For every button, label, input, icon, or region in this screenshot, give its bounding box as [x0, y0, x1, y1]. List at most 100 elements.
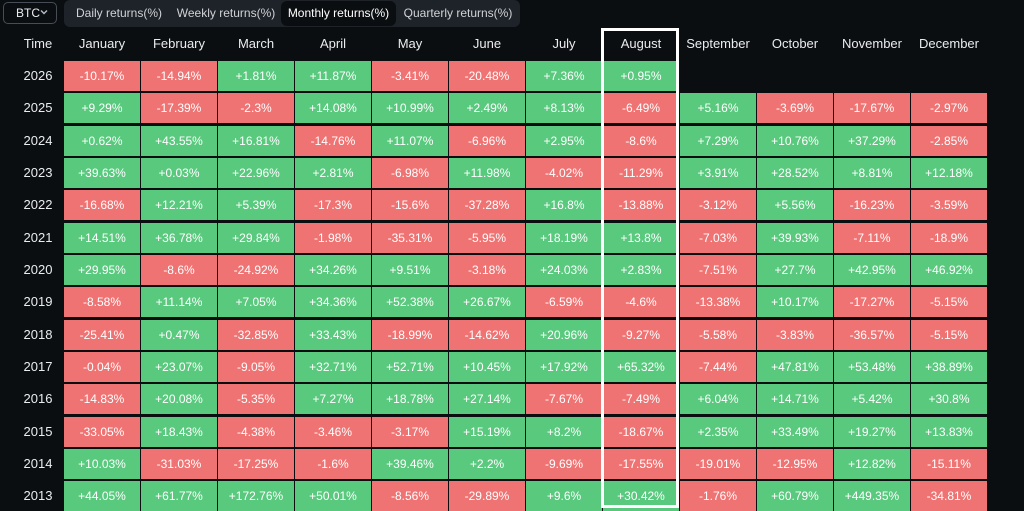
return-cell: +6.04%	[680, 384, 756, 414]
year-label: 2025	[23, 100, 53, 115]
return-cell: -4.6%	[603, 287, 679, 317]
coin-select[interactable]: BTC	[3, 2, 57, 24]
return-cell: +10.03%	[64, 449, 140, 479]
return-cell: +0.03%	[141, 158, 217, 188]
return-cell: +52.38%	[372, 287, 448, 317]
return-cell: -8.56%	[372, 481, 448, 511]
return-cell: +33.43%	[295, 320, 371, 350]
return-cell: -14.62%	[449, 320, 525, 350]
return-cell: +19.27%	[834, 417, 910, 447]
return-cell: +18.43%	[141, 417, 217, 447]
return-cell: -2.85%	[911, 126, 987, 156]
return-cell: +10.17%	[757, 287, 833, 317]
year-label: 2014	[23, 456, 53, 471]
tab-daily-returns[interactable]: Daily returns(%)	[75, 6, 162, 20]
return-cell: +2.83%	[603, 255, 679, 285]
return-cell: -1.98%	[295, 223, 371, 253]
return-cell: +9.29%	[64, 93, 140, 123]
return-cell: -7.67%	[526, 384, 602, 414]
return-cell: +7.27%	[295, 384, 371, 414]
tab-monthly-returns[interactable]: Monthly returns(%)	[281, 1, 396, 26]
return-cell: -17.39%	[141, 93, 217, 123]
return-cell: -6.59%	[526, 287, 602, 317]
return-cell: -3.83%	[757, 320, 833, 350]
return-cell: -4.38%	[218, 417, 294, 447]
return-cell: -9.69%	[526, 449, 602, 479]
return-cell: +172.76%	[218, 481, 294, 511]
return-cell: -9.27%	[603, 320, 679, 350]
return-cell: -6.98%	[372, 158, 448, 188]
toolbar: BTC Daily returns(%) Weekly returns(%) M…	[0, 0, 1024, 28]
return-cell: +0.47%	[141, 320, 217, 350]
return-cell: +60.79%	[757, 481, 833, 511]
return-cell: -8.6%	[141, 255, 217, 285]
return-cell: +7.05%	[218, 287, 294, 317]
return-cell: -3.41%	[372, 61, 448, 91]
return-cell: -7.51%	[680, 255, 756, 285]
return-cell: +20.96%	[526, 320, 602, 350]
tab-weekly-returns[interactable]: Weekly returns(%)	[176, 6, 276, 20]
return-cell: -17.27%	[834, 287, 910, 317]
year-label: 2026	[23, 68, 53, 83]
return-cell: +26.67%	[449, 287, 525, 317]
year-label: 2020	[23, 262, 53, 277]
month-header-november: November	[842, 36, 902, 51]
tab-quarterly-returns[interactable]: Quarterly returns(%)	[403, 6, 513, 20]
return-cell: +14.71%	[757, 384, 833, 414]
return-cell: -3.59%	[911, 190, 987, 220]
return-cell: -13.38%	[680, 287, 756, 317]
return-cell: -14.83%	[64, 384, 140, 414]
return-cell: -3.69%	[757, 93, 833, 123]
year-label: 2024	[23, 133, 53, 148]
return-cell: +9.51%	[372, 255, 448, 285]
return-cell: -7.03%	[680, 223, 756, 253]
return-cell: +36.78%	[141, 223, 217, 253]
return-cell: +0.95%	[603, 61, 679, 91]
return-cell: -33.05%	[64, 417, 140, 447]
return-cell: -16.23%	[834, 190, 910, 220]
return-cell: +449.35%	[834, 481, 910, 511]
return-cell: -20.48%	[449, 61, 525, 91]
return-cell: +1.81%	[218, 61, 294, 91]
year-label: 2021	[23, 230, 53, 245]
return-cell: -3.46%	[295, 417, 371, 447]
return-cell: -11.29%	[603, 158, 679, 188]
return-cell: +8.13%	[526, 93, 602, 123]
year-label: 2013	[23, 488, 53, 503]
return-cell: +10.45%	[449, 352, 525, 382]
month-header-april: April	[319, 36, 346, 51]
return-cell: +2.35%	[680, 417, 756, 447]
return-cell: +5.42%	[834, 384, 910, 414]
return-cell: -36.57%	[834, 320, 910, 350]
return-cell: -35.31%	[372, 223, 448, 253]
year-label: 2023	[23, 165, 53, 180]
return-cell: -3.18%	[449, 255, 525, 285]
coin-select-label: BTC	[16, 6, 40, 20]
return-cell: -3.17%	[372, 417, 448, 447]
return-cell: -14.94%	[141, 61, 217, 91]
return-cell: +13.8%	[603, 223, 679, 253]
return-cell: -2.3%	[218, 93, 294, 123]
return-cell: +18.78%	[372, 384, 448, 414]
return-cell: +46.92%	[911, 255, 987, 285]
return-cell: -31.03%	[141, 449, 217, 479]
return-cell: +61.77%	[141, 481, 217, 511]
return-cell: -6.49%	[603, 93, 679, 123]
return-cell: -5.35%	[218, 384, 294, 414]
return-cell: -13.88%	[603, 190, 679, 220]
return-cell: +3.91%	[680, 158, 756, 188]
return-cell: -17.55%	[603, 449, 679, 479]
return-cell: +30.42%	[603, 481, 679, 511]
return-cell: -16.68%	[64, 190, 140, 220]
return-cell: +11.14%	[141, 287, 217, 317]
return-cell: +2.95%	[526, 126, 602, 156]
return-cell: -19.01%	[680, 449, 756, 479]
return-period-tabs: Daily returns(%) Weekly returns(%) Month…	[64, 0, 520, 27]
return-cell: +65.32%	[603, 352, 679, 382]
return-cell: +27.7%	[757, 255, 833, 285]
return-cell: +20.08%	[141, 384, 217, 414]
return-cell: -8.6%	[603, 126, 679, 156]
return-cell: -32.85%	[218, 320, 294, 350]
return-cell: -25.41%	[64, 320, 140, 350]
return-cell: +39.63%	[64, 158, 140, 188]
